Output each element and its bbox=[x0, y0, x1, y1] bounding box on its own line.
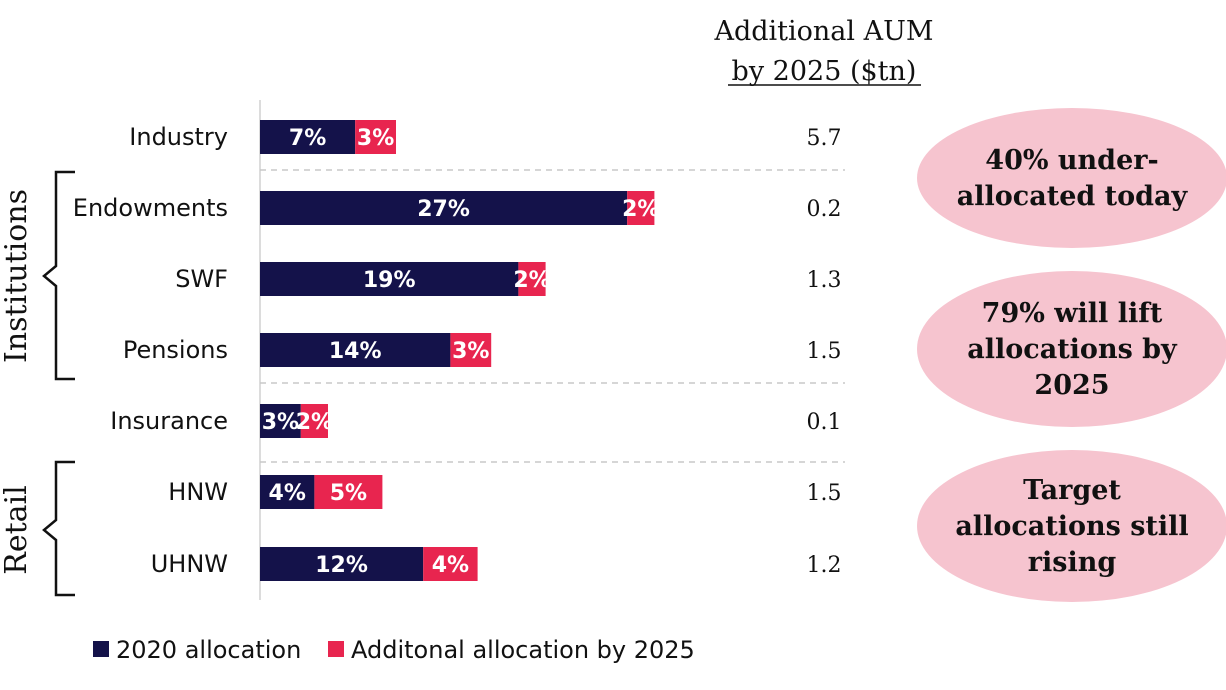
aum-value: 1.3 bbox=[807, 268, 842, 293]
bar-2020 bbox=[260, 262, 519, 296]
aum-value: 1.5 bbox=[807, 481, 842, 506]
retail-brace bbox=[42, 460, 75, 597]
callout-ellipse bbox=[917, 108, 1226, 248]
legend-label-2020: 2020 allocation bbox=[116, 636, 301, 664]
aum-value: 1.2 bbox=[807, 553, 842, 578]
callout-text-line: 40% under- bbox=[985, 145, 1158, 176]
bar-2020-label: 7% bbox=[289, 126, 326, 151]
category-label: UHNW bbox=[151, 550, 228, 578]
bar-additional bbox=[314, 475, 383, 509]
bar-2020 bbox=[260, 191, 628, 225]
bar-2020 bbox=[260, 404, 301, 438]
aum-value: 0.1 bbox=[807, 410, 842, 435]
group-label-institutions: Institutions bbox=[0, 189, 34, 363]
callout-text-line: 2025 bbox=[1034, 370, 1109, 401]
bar-additional-label: 2% bbox=[296, 410, 333, 435]
category-label: HNW bbox=[168, 478, 228, 506]
legend-label-additional: Additonal allocation by 2025 bbox=[351, 636, 695, 664]
callout-text-line: 79% will lift bbox=[982, 298, 1163, 329]
callout-text-line: allocations by bbox=[967, 334, 1178, 365]
bar-additional-label: 2% bbox=[513, 268, 550, 293]
bar-2020-label: 4% bbox=[269, 481, 306, 506]
bar-2020 bbox=[260, 547, 424, 581]
bar-additional-label: 2% bbox=[622, 197, 659, 222]
bar-additional bbox=[627, 191, 655, 225]
bar-2020-label: 27% bbox=[417, 197, 470, 222]
bar-2020-label: 12% bbox=[315, 553, 368, 578]
bar-additional bbox=[300, 404, 328, 438]
bar-2020 bbox=[260, 333, 451, 367]
callout-ellipse bbox=[917, 450, 1226, 602]
aum-value: 5.7 bbox=[807, 126, 842, 151]
callout-ellipse bbox=[917, 271, 1226, 427]
bar-2020-label: 14% bbox=[329, 339, 382, 364]
category-label: Industry bbox=[129, 123, 228, 151]
callout-text-line: allocated today bbox=[957, 181, 1189, 212]
category-label: Endowments bbox=[73, 194, 228, 222]
bar-additional bbox=[450, 333, 492, 367]
aum-value: 0.2 bbox=[807, 197, 842, 222]
group-label-retail: Retail bbox=[0, 485, 34, 574]
bar-2020 bbox=[260, 120, 356, 154]
legend-swatch-additional bbox=[328, 641, 344, 657]
callout-text-line: allocations still bbox=[955, 511, 1188, 542]
category-label: SWF bbox=[175, 265, 228, 293]
aum-value: 1.5 bbox=[807, 339, 842, 364]
bar-additional bbox=[518, 262, 546, 296]
aum-header-line2: by 2025 ($tn) bbox=[732, 56, 917, 87]
bar-additional-label: 4% bbox=[432, 553, 469, 578]
bar-2020-label: 19% bbox=[363, 268, 416, 293]
aum-header-line1: Additional AUM bbox=[713, 16, 933, 47]
legend-swatch-2020 bbox=[93, 641, 109, 657]
category-label: Pensions bbox=[123, 336, 228, 364]
bar-2020 bbox=[260, 475, 315, 509]
callout-text-line: Target bbox=[1023, 475, 1121, 506]
bar-additional bbox=[355, 120, 396, 154]
bar-2020-label: 3% bbox=[262, 410, 299, 435]
bar-additional-label: 5% bbox=[330, 481, 367, 506]
institutions-brace bbox=[42, 170, 75, 381]
bar-additional-label: 3% bbox=[357, 126, 394, 151]
bar-additional bbox=[423, 547, 478, 581]
category-label: Insurance bbox=[110, 407, 228, 435]
bar-additional-label: 3% bbox=[452, 339, 489, 364]
callout-text-line: rising bbox=[1028, 547, 1117, 578]
